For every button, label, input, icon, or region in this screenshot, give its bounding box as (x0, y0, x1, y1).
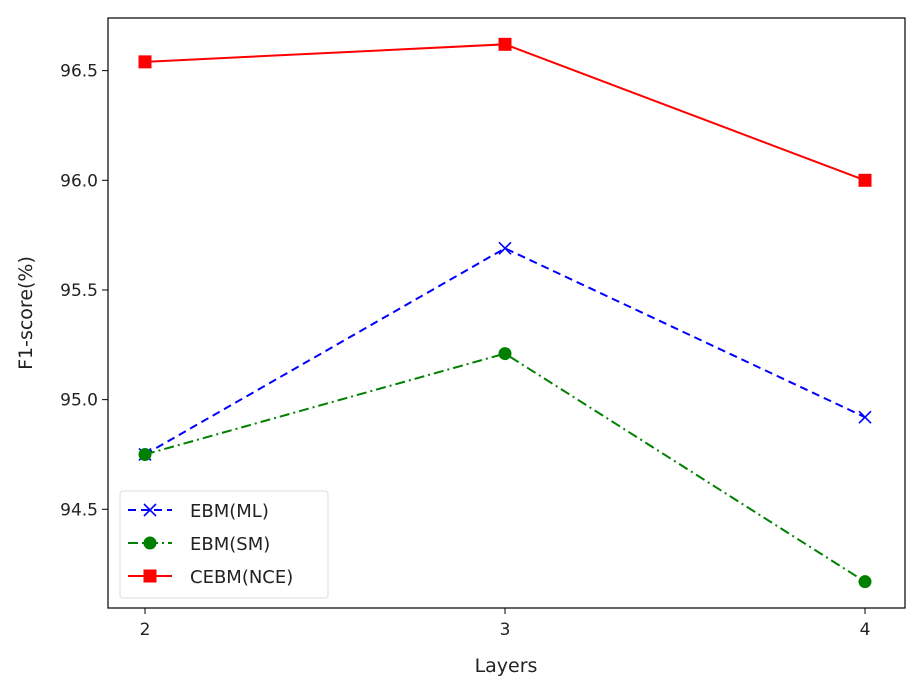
y-tick-label: 96.5 (60, 62, 98, 82)
data-point (138, 447, 152, 461)
data-point (858, 575, 872, 589)
series-line-2 (144, 43, 866, 182)
data-point (138, 55, 152, 69)
data-point (858, 410, 872, 424)
series-line-1 (144, 352, 866, 583)
y-tick-label: 95.5 (60, 281, 98, 301)
y-tick-label: 95.0 (60, 391, 98, 411)
y-axis-label: F1-score(%) (15, 256, 37, 370)
plot-frame (107, 17, 906, 609)
x-axis-label: Layers (475, 655, 538, 677)
x-tick-label: 4 (860, 620, 871, 640)
y-tick-label: 94.5 (60, 500, 98, 520)
legend-label: EBM(ML) (190, 501, 269, 522)
data-point (858, 173, 872, 187)
data-point (498, 347, 512, 361)
legend-label: EBM(SM) (190, 534, 270, 555)
x-tick-label: 2 (140, 620, 151, 640)
legend-marker (143, 503, 157, 517)
legend-marker (143, 536, 157, 550)
y-tick-label: 96.0 (60, 171, 98, 191)
legend-label: CEBM(NCE) (190, 567, 293, 588)
legend-box (119, 490, 329, 599)
data-point (498, 37, 512, 51)
legend: EBM(ML) EBM(SM) CEBM(NCE) (119, 490, 329, 599)
series-line-0 (144, 247, 866, 456)
legend-marker (143, 569, 157, 583)
x-tick-label: 3 (500, 620, 511, 640)
data-point (498, 241, 512, 255)
